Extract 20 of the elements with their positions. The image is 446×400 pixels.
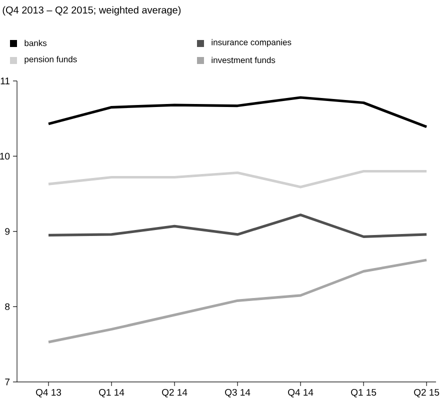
x-tick-label: Q4 13 (36, 388, 62, 398)
y-tick-label: 9 (5, 228, 10, 235)
y-tick-label: 10 (0, 152, 10, 160)
x-tick-label: Q1 15 (351, 388, 376, 398)
y-tick-label: 8 (5, 303, 10, 310)
legend-label: investment funds (212, 56, 276, 64)
x-tick-label: Q2 14 (162, 388, 188, 398)
legend-label: banks (24, 40, 47, 46)
x-tick-label: Q1 14 (99, 388, 124, 398)
line-series (47, 96, 428, 128)
line-series (47, 170, 428, 188)
line-series (47, 214, 428, 238)
legend-label: pension funds (24, 56, 77, 64)
x-tick-label: Q3 14 (225, 388, 250, 398)
x-tick-label: Q2 15 (414, 388, 440, 398)
y-tick-label: 7 (5, 378, 10, 386)
chart-title: (Q4 2013 – Q2 2015; weighted average) (2, 6, 181, 16)
y-tick-label: 11 (0, 78, 10, 84)
legend-label: insurance companies (212, 39, 292, 47)
x-tick-label: Q4 14 (288, 388, 314, 398)
